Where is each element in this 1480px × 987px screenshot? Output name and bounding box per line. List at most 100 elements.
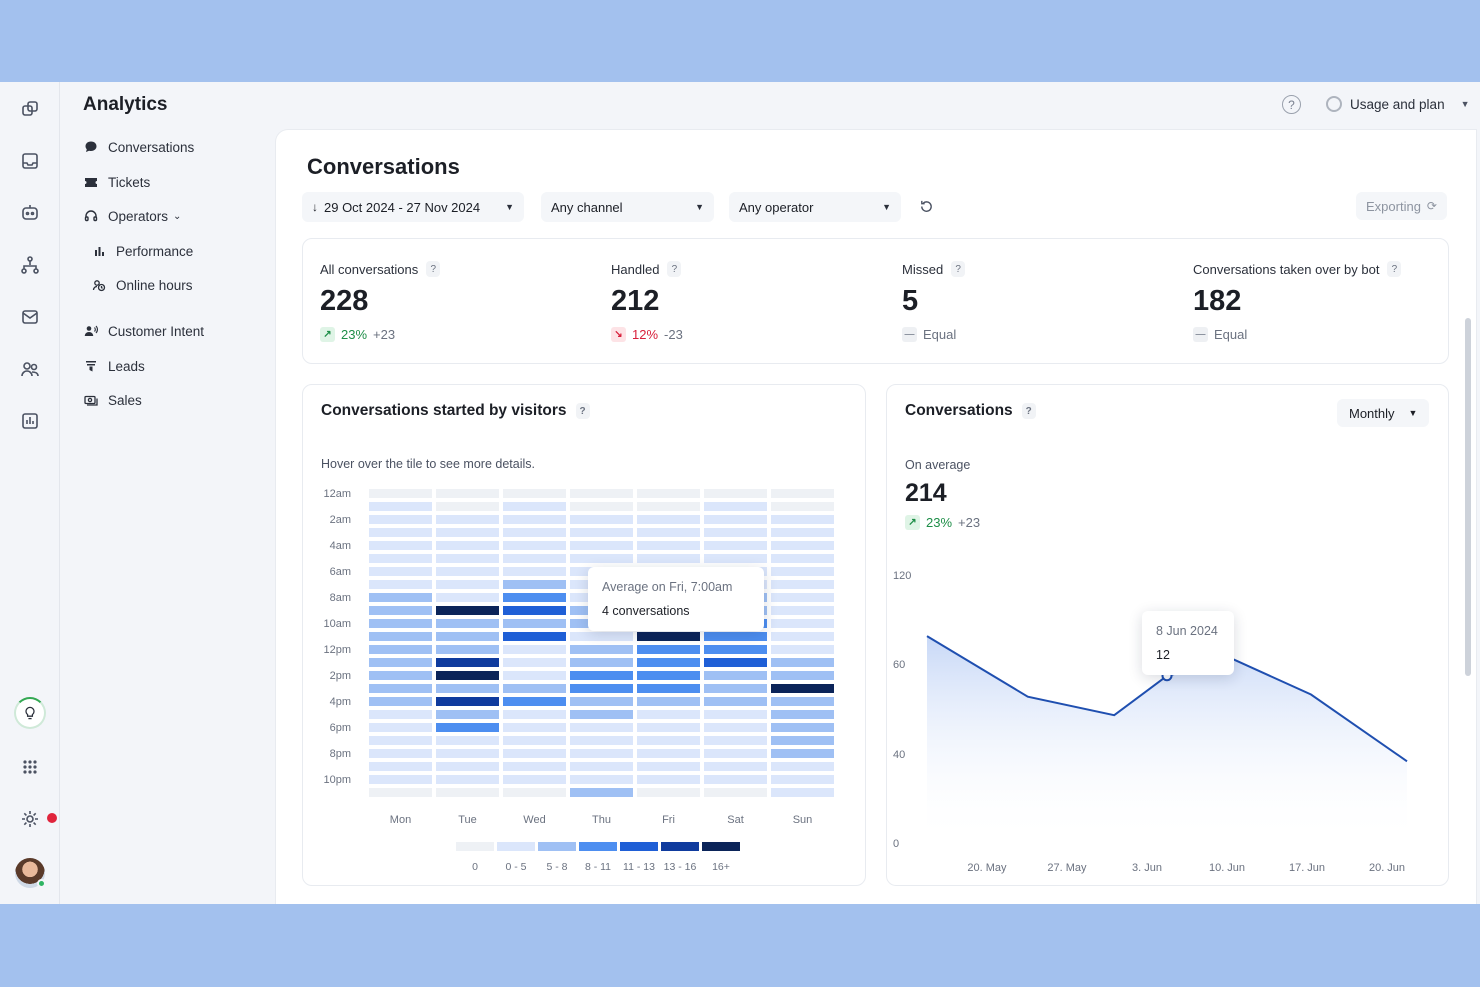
chats-icon[interactable] [17,96,43,122]
lightbulb-icon[interactable] [14,697,46,729]
delta-equal: Equal [923,327,957,342]
x-tick-label: 27. May [1047,862,1087,874]
exporting-button[interactable]: Exporting ⟳ [1356,192,1447,220]
heatmap-cell [436,632,499,641]
sidebar-item-performance[interactable]: Performance [91,240,193,262]
heatmap-cell [503,580,566,589]
date-range-select[interactable]: ↓ 29 Oct 2024 - 27 Nov 2024 ▼ [302,192,524,222]
usage-and-plan-menu[interactable]: Usage and plan ▼ [1326,93,1470,115]
series-area [927,636,1407,843]
heatmap-cell [704,541,767,550]
heatmap-cell [637,710,700,719]
reset-icon[interactable] [916,196,936,216]
heatmap-cell [503,515,566,524]
mail-icon[interactable] [17,304,43,330]
y-tick-label: 10pm [323,774,351,786]
heatmap-cell [570,554,633,563]
heatmap-cell [637,684,700,693]
stat-value: 228 [320,285,369,317]
average-value: 214 [905,479,947,507]
heatmap-cell [704,645,767,654]
channel-select[interactable]: Any channel ▼ [541,192,714,222]
heatmap-cell [503,762,566,771]
heatmap-cell [771,567,834,576]
stat-taken-over-by-bot: Conversations taken over by bot? 182 — E… [1176,239,1456,365]
heatmap-cell [570,528,633,537]
legend-swatch [497,842,535,851]
flows-icon[interactable] [17,252,43,278]
question-icon[interactable]: ? [1021,403,1036,419]
question-icon[interactable]: ? [667,261,682,277]
page-scrollbar[interactable] [1465,318,1471,676]
legend-swatch [702,842,740,851]
heatmap-cell [637,515,700,524]
heatmap-cell [771,775,834,784]
heatmap-cell [570,515,633,524]
heatmap-cell [771,736,834,745]
heatmap-cell [503,528,566,537]
heatmap-cell [704,554,767,563]
sidebar-item-customer-intent[interactable]: Customer Intent [83,320,204,342]
sidebar-item-label: Tickets [108,174,151,190]
stat-label: All conversations? [320,261,441,277]
heatmap-cell [570,697,633,706]
stat-label-text: Missed [902,261,944,277]
analytics-icon[interactable] [17,408,43,434]
heatmap-cell [369,775,432,784]
bar-chart-icon [91,243,107,259]
heatmap-cell [771,619,834,628]
heatmap-cell [637,671,700,680]
sidebar-item-online-hours[interactable]: Online hours [91,274,193,296]
line-chart: 0 40 60 120 20. May 27. May 3. Jun 10. Jun 17. J… [893,570,1408,874]
heatmap-cell [771,580,834,589]
heatmap-cell [704,788,767,797]
y-tick-label: 60 [893,659,905,671]
heatmap-cell [436,723,499,732]
apps-grid-icon[interactable] [17,754,43,780]
help-icon[interactable]: ? [1282,95,1301,114]
card-title-text: Conversations [905,402,1013,419]
heatmap-cell [503,749,566,758]
heatmap-cell [637,775,700,784]
operator-value: Any operator [739,199,814,215]
period-value: Monthly [1349,405,1395,421]
x-tick-label: Thu [592,814,611,826]
heatmap-cell [369,489,432,498]
bot-icon[interactable] [17,200,43,226]
question-icon[interactable]: ? [575,403,590,419]
heatmap-tooltip: Average on Fri, 7:00am 4 conversations [588,567,764,631]
period-select[interactable]: Monthly ▼ [1337,399,1430,427]
sidebar-item-conversations[interactable]: Conversations [83,136,194,158]
x-tick-label: 10. Jun [1209,862,1245,874]
sidebar-item-operators[interactable]: Operators ⌄ [83,205,181,227]
sidebar-item-leads[interactable]: Leads [83,355,145,377]
gear-icon[interactable] [17,806,43,832]
heatmap-cell [436,749,499,758]
heatmap-cell [704,632,767,641]
sidebar-item-label: Conversations [108,139,195,155]
question-icon[interactable]: ? [426,261,441,277]
y-tick-label: 4am [330,540,351,552]
sidebar-item-tickets[interactable]: Tickets [83,171,150,193]
heatmap-cell [503,606,566,615]
sidebar-item-label: Sales [108,392,142,408]
app-window: Analytics Conversations Tickets Operator… [0,82,1480,904]
sidebar-item-label: Performance [116,243,194,259]
sidebar-item-sales[interactable]: Sales [83,389,142,411]
x-tick-label: Tue [458,814,477,826]
heatmap-cell [704,684,767,693]
question-icon[interactable]: ? [951,261,966,277]
heatmap-cell [637,489,700,498]
heatmap-cell [771,697,834,706]
question-icon[interactable]: ? [1387,261,1402,277]
contacts-icon[interactable] [17,356,43,382]
heatmap-cell [436,658,499,667]
heatmap-hint: Hover over the tile to see more details. [321,457,535,471]
operator-select[interactable]: Any operator ▼ [729,192,901,222]
inbox-icon[interactable] [17,148,43,174]
heatmap-cell [570,658,633,667]
heatmap-cell [771,554,834,563]
heatmap-cell [637,658,700,667]
heatmap-cell [637,736,700,745]
stat-value: 182 [1193,285,1242,317]
